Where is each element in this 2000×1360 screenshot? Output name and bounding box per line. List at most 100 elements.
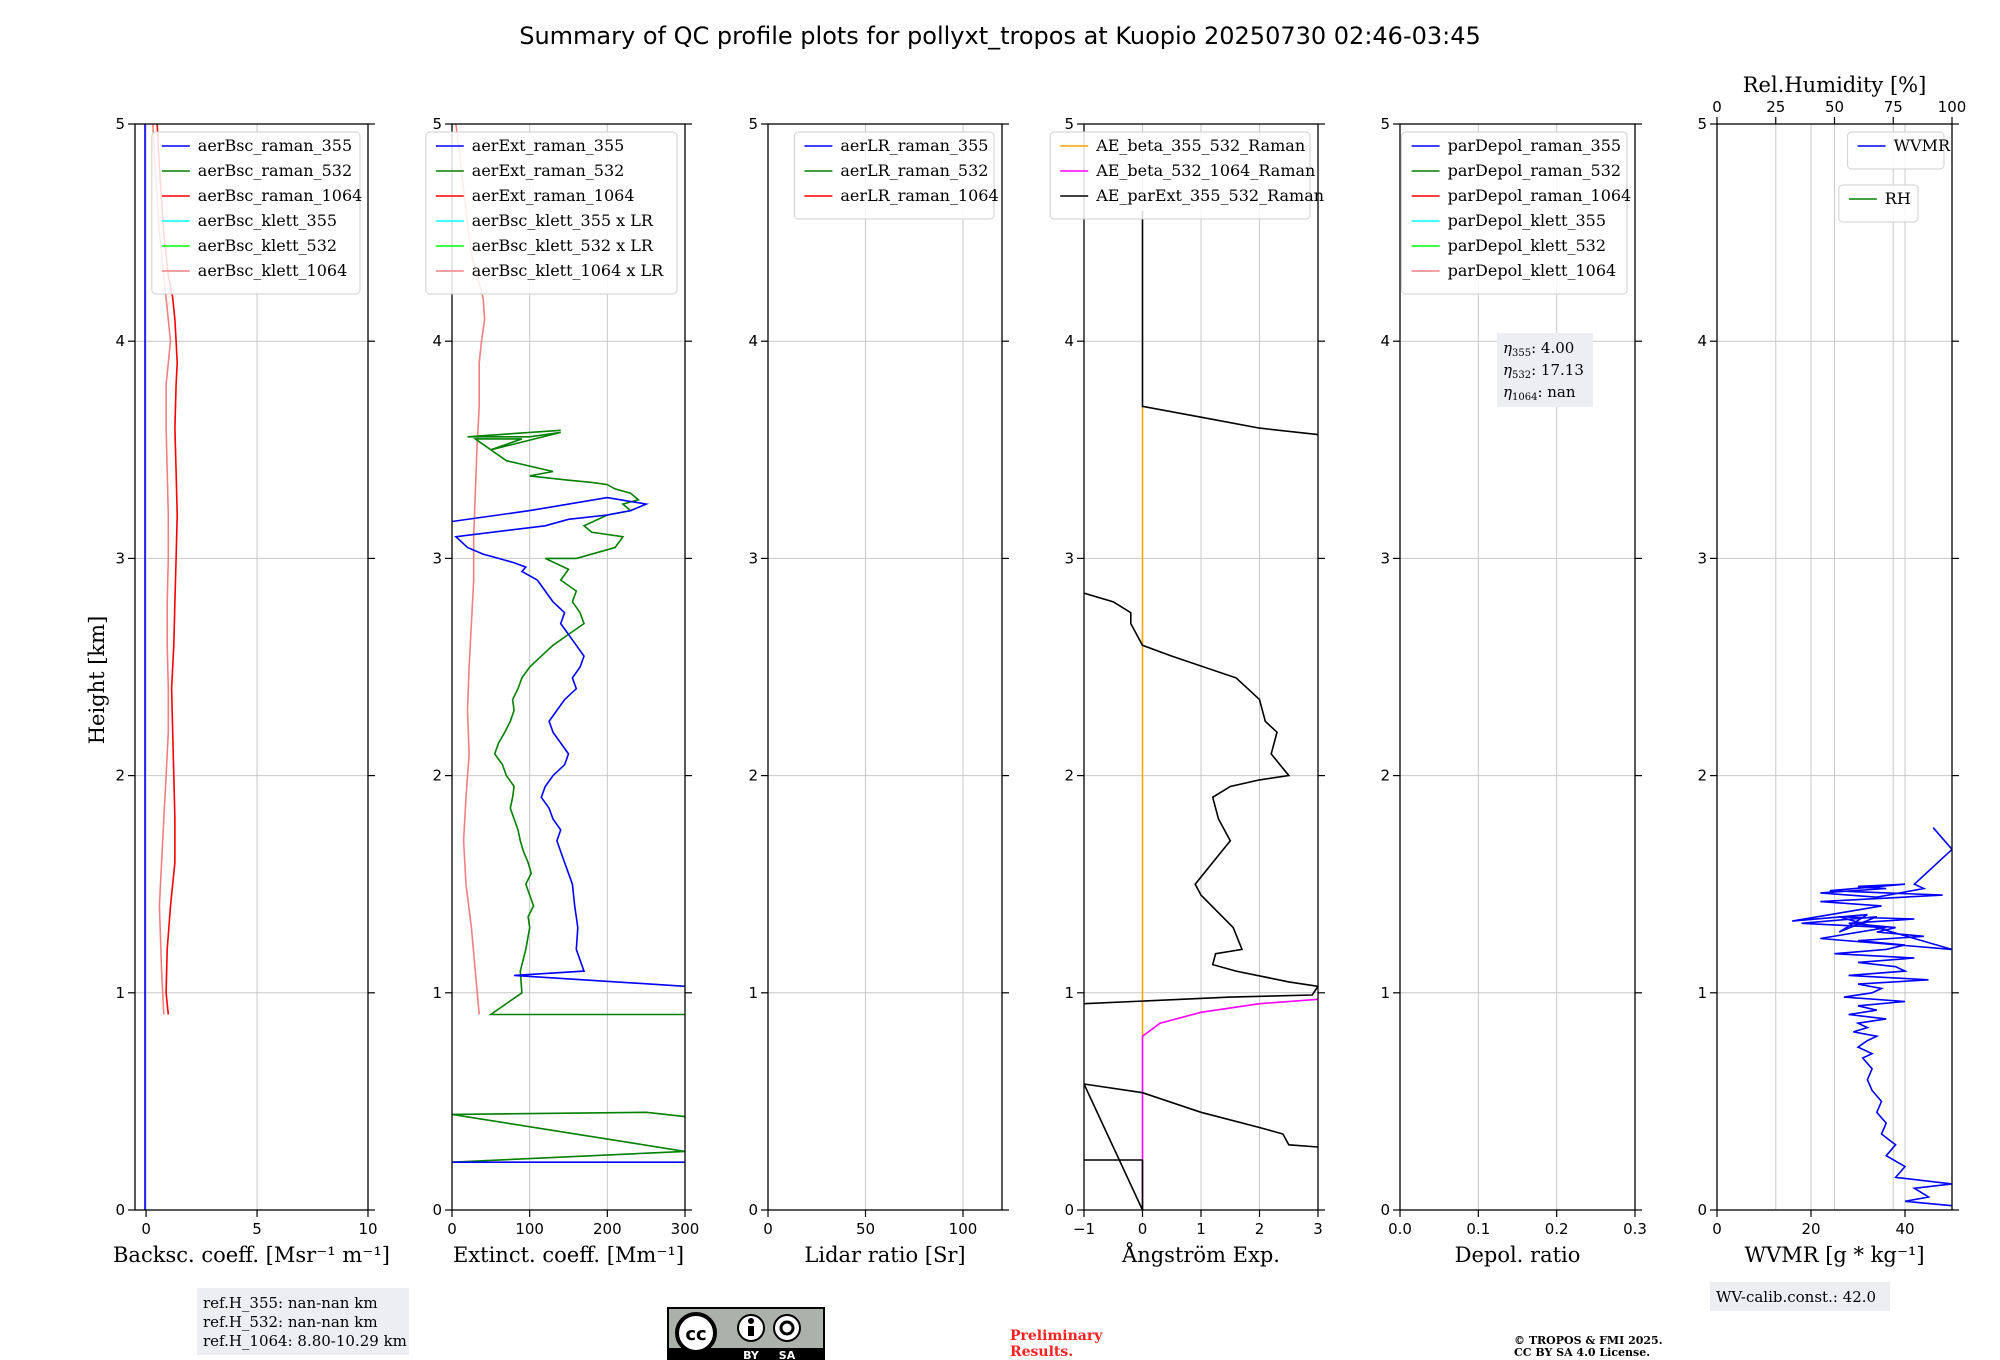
y-tick-label: 5	[1697, 115, 1707, 133]
y-tick-label: 2	[748, 767, 758, 785]
legend-label: aerBsc_klett_532 x LR	[472, 236, 654, 255]
legend-label: aerBsc_klett_1064 x LR	[472, 261, 664, 280]
y-tick-label: 3	[1064, 549, 1074, 567]
legend: aerExt_raman_355 aerExt_raman_532 aerExt_r…	[425, 131, 678, 295]
axes-frame	[1399, 123, 1636, 1211]
legend: parDepol_raman_355 parDepol_raman_532 parD…	[1401, 131, 1632, 295]
footer: cc BY SA Preliminary Results. © TROPOS & …	[667, 1307, 1663, 1360]
x-tick-label: 10	[358, 1220, 377, 1238]
legend-label: AE_parExt_355_532_Raman	[1095, 186, 1324, 205]
x-tick-label: −1	[1073, 1220, 1095, 1238]
x-tick-label: 50	[856, 1220, 875, 1238]
y-tick-label: 1	[1697, 984, 1707, 1002]
annotation-box	[197, 1288, 409, 1355]
y-tick-label: 1	[1380, 984, 1390, 1002]
top-x-tick-label: 25	[1766, 98, 1785, 116]
y-tick-label: 0	[1380, 1201, 1390, 1219]
y-tick-label: 0	[1064, 1201, 1074, 1219]
annotation-line: ref.H_532: nan-nan km	[203, 1313, 378, 1331]
y-tick-label: 3	[432, 549, 442, 567]
y-tick-label: 2	[1380, 767, 1390, 785]
annotation-line: ref.H_355: nan-nan km	[203, 1294, 378, 1312]
x-tick-label: 0	[447, 1220, 457, 1238]
y-tick-label: 1	[115, 984, 125, 1002]
y-tick-label: 4	[432, 332, 442, 350]
y-tick-label: 0	[432, 1201, 442, 1219]
x-tick-label: 20	[1801, 1220, 1820, 1238]
legend-label: parDepol_raman_1064	[1448, 186, 1632, 205]
x-axis-label: Backsc. coeff. [Msr⁻¹ m⁻¹]	[113, 1243, 390, 1267]
y-tick-label: 5	[115, 115, 125, 133]
y-tick-label: 5	[1380, 115, 1390, 133]
legend: aerBsc_raman_355 aerBsc_raman_532 aerBsc_r…	[151, 131, 362, 295]
legend-label: aerLR_raman_1064	[840, 186, 998, 205]
y-tick-label: 3	[115, 549, 125, 567]
legend-label: WVMR	[1894, 136, 1951, 155]
x-axis-label: Ångström Exp.	[1121, 1242, 1280, 1267]
panel-2: 0 100 200 300 0 1 2 3 4 5 Extinct. coeff. [Mm⁻¹] ae…	[425, 115, 700, 1267]
sa-share-alike-icon	[773, 1314, 801, 1342]
x-tick-label: 40	[1895, 1220, 1914, 1238]
svg-text:cc: cc	[685, 1324, 706, 1345]
legend: WVMR	[1847, 131, 1951, 170]
x-tick-label: 300	[671, 1220, 700, 1238]
series-group	[1792, 827, 1952, 1207]
y-tick-label: 1	[432, 984, 442, 1002]
legend-label: aerExt_raman_355	[472, 136, 625, 155]
legend-label: aerLR_raman_532	[840, 161, 988, 180]
series-line-ae-beta-532-1064-raman	[1141, 998, 1318, 1210]
series-line-aerext-raman-532	[467, 429, 685, 1016]
top-x-tick-label: 50	[1825, 98, 1844, 116]
y-tick-label: 0	[748, 1201, 758, 1219]
x-tick-label: 0.3	[1623, 1220, 1647, 1238]
legend: RH	[1838, 184, 1919, 223]
annotation-line: WV-calib.const.: 42.0	[1716, 1288, 1876, 1306]
annotation-note: WV-calib.const.: 42.0	[1710, 1282, 1890, 1311]
series-line-aerext-raman-532-low-	[452, 1111, 685, 1163]
x-tick-label: 0	[1712, 1220, 1722, 1238]
series-line-ae-parext-355-532-raman-top-	[1141, 210, 1318, 436]
y-tick-label: 4	[115, 332, 125, 350]
x-tick-label: 0.0	[1388, 1220, 1412, 1238]
series-group	[1084, 210, 1318, 1210]
legend-label: aerExt_raman_532	[472, 161, 625, 180]
legend-label: aerBsc_klett_532	[198, 236, 337, 255]
x-tick-label: 2	[1255, 1220, 1265, 1238]
legend: aerLR_raman_355 aerLR_raman_532 aerLR_rama…	[793, 131, 999, 220]
series-line-aerbsc-klett-1064	[152, 124, 172, 1015]
figure-title: Summary of QC profile plots for pollyxt_…	[519, 22, 1481, 50]
cc-by-sa-logo: cc BY SA	[667, 1307, 825, 1360]
cc-icon	[675, 1312, 717, 1354]
x-tick-label: 0.2	[1545, 1220, 1569, 1238]
series-group	[452, 124, 685, 1163]
y-tick-label: 3	[748, 549, 758, 567]
y-tick-label: 1	[1064, 984, 1074, 1002]
x-axis-label: Depol. ratio	[1455, 1243, 1581, 1267]
legend-label: parDepol_raman_532	[1448, 161, 1621, 180]
y-axis-label: Height [km]	[85, 616, 109, 745]
annotation-box	[1497, 333, 1593, 407]
cc-sa-label: SA	[779, 1349, 796, 1360]
x-tick-label: 200	[593, 1220, 622, 1238]
x-tick-label: 5	[252, 1220, 262, 1238]
x-axis-label: Lidar ratio [Sr]	[804, 1243, 965, 1267]
panel-5: 0.0 0.1 0.2 0.3 0 1 2 3 4 5 Depol. ratio parDepol_r…	[1380, 115, 1646, 1267]
x-tick-label: 0	[763, 1220, 773, 1238]
annotation-line: ref.H_1064: 8.80-10.29 km	[203, 1332, 407, 1350]
top-x-tick-label: 0	[1712, 98, 1722, 116]
license-note: © TROPOS & FMI 2025. CC BY SA 4.0 License…	[1514, 1334, 1663, 1359]
y-tick-label: 1	[748, 984, 758, 1002]
y-tick-label: 0	[1697, 1201, 1707, 1219]
y-tick-label: 4	[748, 332, 758, 350]
panel-1: 0 5 10 0 1 2 3 4 5 Backsc. coeff. [Msr⁻¹ m⁻¹] aerB…	[113, 115, 409, 1355]
x-axis-label: WVMR [g * kg⁻¹]	[1744, 1243, 1924, 1267]
legend-label: parDepol_raman_355	[1448, 136, 1621, 155]
legend-label: aerBsc_klett_355 x LR	[472, 211, 654, 230]
top-x-tick-label: 75	[1884, 98, 1903, 116]
series-line-aerext-raman-355	[452, 496, 685, 988]
preliminary-results-note: Preliminary Results.	[1010, 1328, 1103, 1360]
